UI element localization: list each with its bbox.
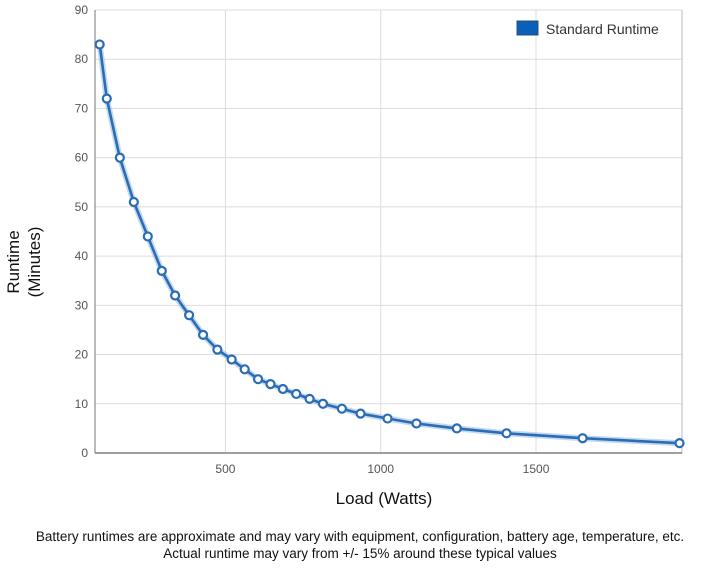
y-tick-label: 70 (75, 101, 89, 115)
data-point (170, 290, 181, 301)
footnote-line-2: Actual runtime may vary from +/- 15% aro… (163, 546, 557, 561)
x-tick-label: 500 (215, 462, 235, 476)
data-point (94, 39, 105, 50)
runtime-chart: 0 10 20 30 40 50 60 70 80 90 500 1000 1500 Runtime (… (4, 3, 685, 508)
legend: Standard Runtime (516, 20, 659, 37)
data-point (317, 398, 329, 409)
y-axis-title-line-1: Runtime (4, 230, 23, 293)
y-tick-label: 50 (75, 200, 89, 214)
y-tick-label: 90 (75, 3, 89, 17)
series-line-shadow (96, 41, 683, 447)
y-tick-label: 60 (75, 151, 89, 165)
x-tick-label: 1000 (367, 462, 394, 476)
legend-label: Standard Runtime (546, 21, 659, 37)
legend-swatch (516, 20, 539, 36)
data-point (239, 364, 250, 375)
data-point (382, 413, 393, 424)
data-point (674, 438, 685, 449)
y-tick-label: 10 (75, 397, 89, 411)
data-point (212, 344, 223, 355)
y-tick-label: 40 (75, 249, 89, 263)
y-tick-label: 0 (81, 446, 88, 460)
tick-labels: 0 10 20 30 40 50 60 70 80 90 500 1000 1500 (75, 3, 550, 476)
y-tick-label: 80 (75, 52, 89, 66)
data-point (291, 388, 302, 400)
axes (94, 10, 683, 454)
series-line (98, 43, 681, 445)
y-tick-label: 30 (75, 298, 89, 312)
x-axis-title: Load (Watts) (336, 489, 433, 508)
data-point (577, 433, 588, 444)
data-point (114, 152, 125, 163)
data-point (101, 93, 112, 104)
data-point (304, 393, 315, 404)
footnote-line-1: Battery runtimes are approximate and may… (35, 529, 685, 544)
data-point (336, 403, 348, 414)
grid (95, 9, 682, 453)
data-point (142, 231, 153, 242)
data-point (156, 265, 167, 276)
y-tick-label: 20 (75, 348, 89, 362)
data-point (355, 408, 366, 419)
data-point (252, 374, 264, 385)
x-tick-label: 1500 (523, 462, 550, 476)
data-point (226, 354, 237, 365)
data-point (277, 383, 289, 395)
series-layer (94, 39, 685, 449)
data-point (197, 329, 209, 340)
data-point (411, 418, 422, 429)
y-axis-title-line-2: (Minutes) (25, 227, 44, 298)
data-point (265, 378, 276, 390)
data-point (501, 428, 512, 439)
data-point (184, 310, 195, 321)
data-point (128, 196, 139, 208)
data-point (451, 423, 462, 434)
